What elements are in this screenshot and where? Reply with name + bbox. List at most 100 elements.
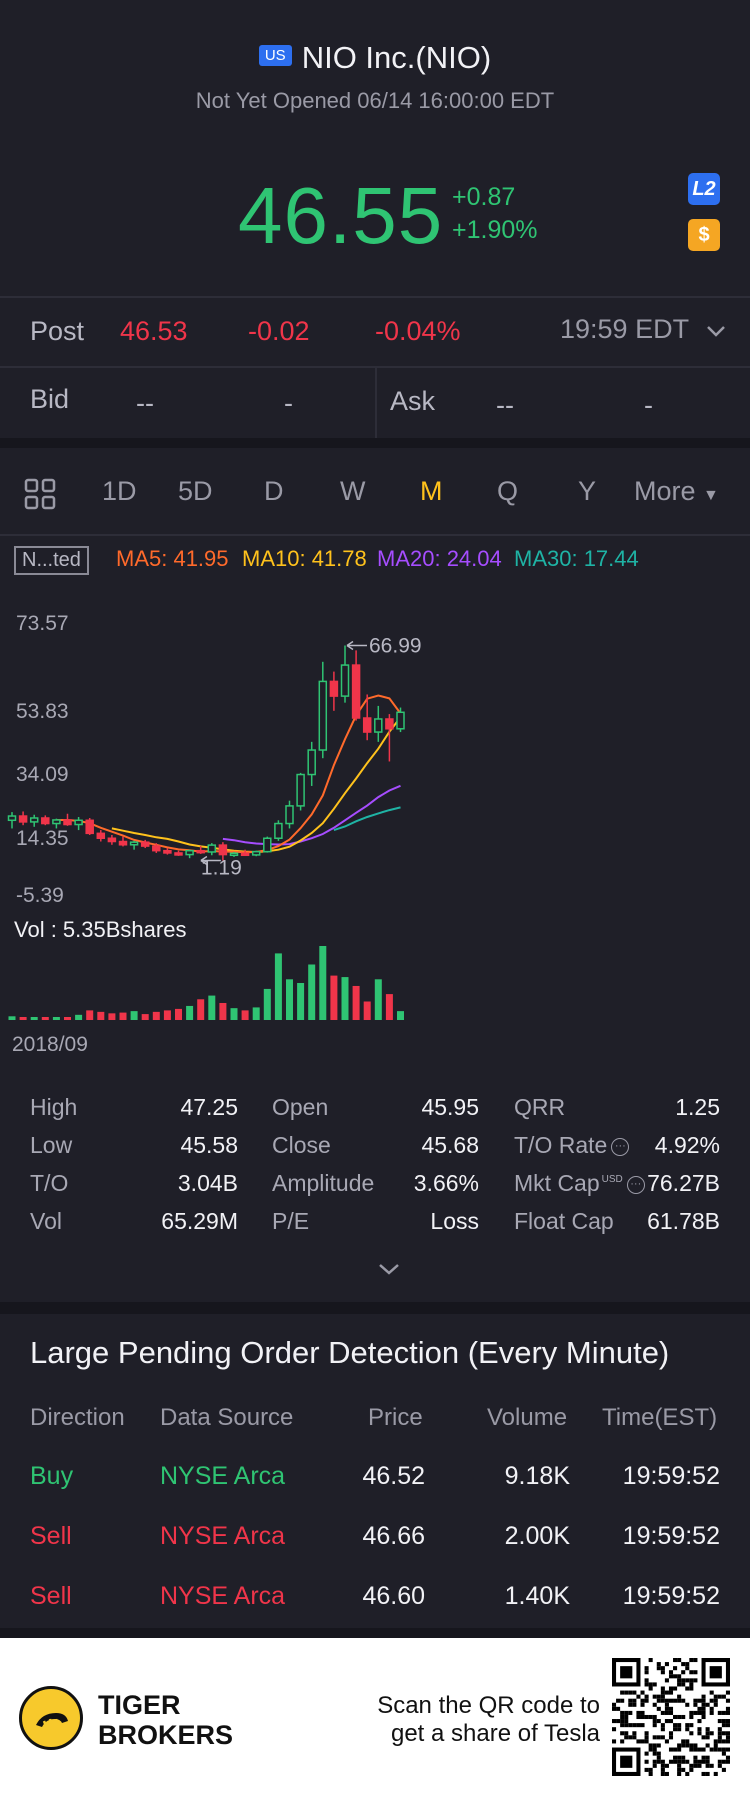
tab-d[interactable]: D (264, 476, 284, 506)
last-price: 46.55 (238, 171, 444, 260)
grid-layout-icon[interactable] (24, 478, 56, 515)
bid-label: Bid (30, 384, 70, 414)
ma-legend: N...ted MA5: 41.95 MA10: 41.78 MA20: 24.… (0, 546, 750, 578)
tab-q[interactable]: Q (497, 476, 519, 506)
volume-bar (208, 995, 216, 1020)
y-tick-label: 73.57 (16, 612, 69, 635)
price-chart[interactable]: 66.99 1.19 (0, 600, 750, 900)
qr-module (660, 1727, 665, 1732)
qr-module (697, 1719, 702, 1724)
qr-module (681, 1714, 686, 1720)
qr-module (713, 1698, 718, 1703)
qr-module (664, 1690, 669, 1695)
volume-bar (175, 1008, 182, 1020)
stats-grid: High 47.25 Open 45.95 QRR 1.25 Low 45.58 Close 45… (0, 1080, 750, 1300)
volume-bar (330, 975, 338, 1020)
qr-module (673, 1686, 678, 1691)
qr-module (705, 1759, 710, 1764)
qr-module (656, 1706, 661, 1711)
candle-body (296, 773, 305, 807)
qr-module (721, 1751, 726, 1756)
qr-module (705, 1743, 710, 1748)
tab-m[interactable]: M (420, 476, 443, 506)
qr-module (652, 1714, 657, 1720)
qr-module (648, 1771, 653, 1776)
qr-module (652, 1751, 657, 1756)
qr-module (689, 1763, 694, 1768)
info-icon[interactable]: ··· (626, 1175, 645, 1194)
qr-module (685, 1723, 690, 1728)
brand-line-2: BROKERS (98, 1720, 234, 1750)
qr-module (713, 1747, 718, 1752)
tiger-logo-icon (19, 1686, 83, 1750)
qr-module (644, 1739, 649, 1744)
stat-value: 45.95 (421, 1094, 479, 1120)
qr-module (660, 1710, 665, 1715)
qr-module (709, 1747, 714, 1752)
order-volume: 9.18K (504, 1462, 570, 1490)
qr-module (725, 1747, 730, 1752)
qr-module (721, 1759, 726, 1764)
qr-module (636, 1739, 641, 1744)
qr-module (624, 1723, 629, 1728)
qr-module (660, 1763, 665, 1768)
qr-module (701, 1702, 706, 1707)
qr-module (689, 1714, 694, 1720)
qr-module (624, 1735, 629, 1740)
tab-5d[interactable]: 5D (178, 476, 213, 506)
qr-module (677, 1674, 682, 1679)
qr-module (628, 1690, 633, 1695)
qr-module (681, 1743, 686, 1748)
qr-module (693, 1743, 698, 1748)
stat-label: T/O (30, 1170, 69, 1196)
post-time-selector[interactable]: 19:59 EDT (560, 314, 726, 345)
section-gap (0, 1302, 750, 1314)
tab-y[interactable]: Y (578, 476, 597, 506)
qr-module (640, 1714, 645, 1720)
qr-module (660, 1771, 665, 1776)
qr-code-icon[interactable] (612, 1658, 730, 1776)
qr-module (681, 1767, 686, 1772)
more-dropdown[interactable]: More ▼ (634, 476, 719, 507)
dollar-icon[interactable]: $ (688, 219, 720, 251)
qr-module (725, 1719, 730, 1724)
volume-chart[interactable] (0, 940, 750, 1022)
qr-module (717, 1727, 722, 1732)
qr-module (644, 1759, 649, 1764)
y-tick-label: 34.09 (16, 763, 69, 786)
level2-icon[interactable]: L2 (688, 173, 720, 205)
qr-module (717, 1739, 722, 1744)
qr-module (693, 1670, 698, 1675)
brand-line-1: TIGER (98, 1690, 181, 1720)
qr-module (620, 1731, 625, 1736)
candle-body (41, 817, 50, 825)
candle-body (285, 805, 294, 825)
info-icon[interactable]: ··· (611, 1137, 630, 1156)
ask-label: Ask (390, 386, 436, 416)
order-source: NYSE Arca (160, 1462, 286, 1490)
qr-module (632, 1723, 637, 1728)
qr-module (725, 1759, 730, 1764)
qr-module (664, 1678, 669, 1683)
qr-module (689, 1723, 694, 1728)
qr-module (713, 1771, 718, 1776)
qr-module (673, 1658, 678, 1663)
candle-body (29, 817, 39, 823)
qr-module (652, 1763, 657, 1768)
qr-module (612, 1719, 617, 1724)
qr-module (644, 1735, 649, 1740)
indicator-tag[interactable]: N...ted (14, 546, 89, 575)
qr-module (636, 1710, 641, 1715)
qr-module (612, 1727, 617, 1732)
qr-module (656, 1719, 661, 1724)
candle-body (152, 845, 161, 852)
tab-w[interactable]: W (340, 476, 366, 506)
tab-1d[interactable]: 1D (102, 476, 137, 506)
qr-module (709, 1690, 714, 1695)
col-direction: Direction (30, 1404, 125, 1431)
qr-module (685, 1771, 690, 1776)
candle-body (229, 852, 239, 857)
ma20-line (222, 784, 401, 846)
volume-bar (197, 999, 205, 1020)
expand-chevron-icon[interactable] (378, 1262, 400, 1281)
